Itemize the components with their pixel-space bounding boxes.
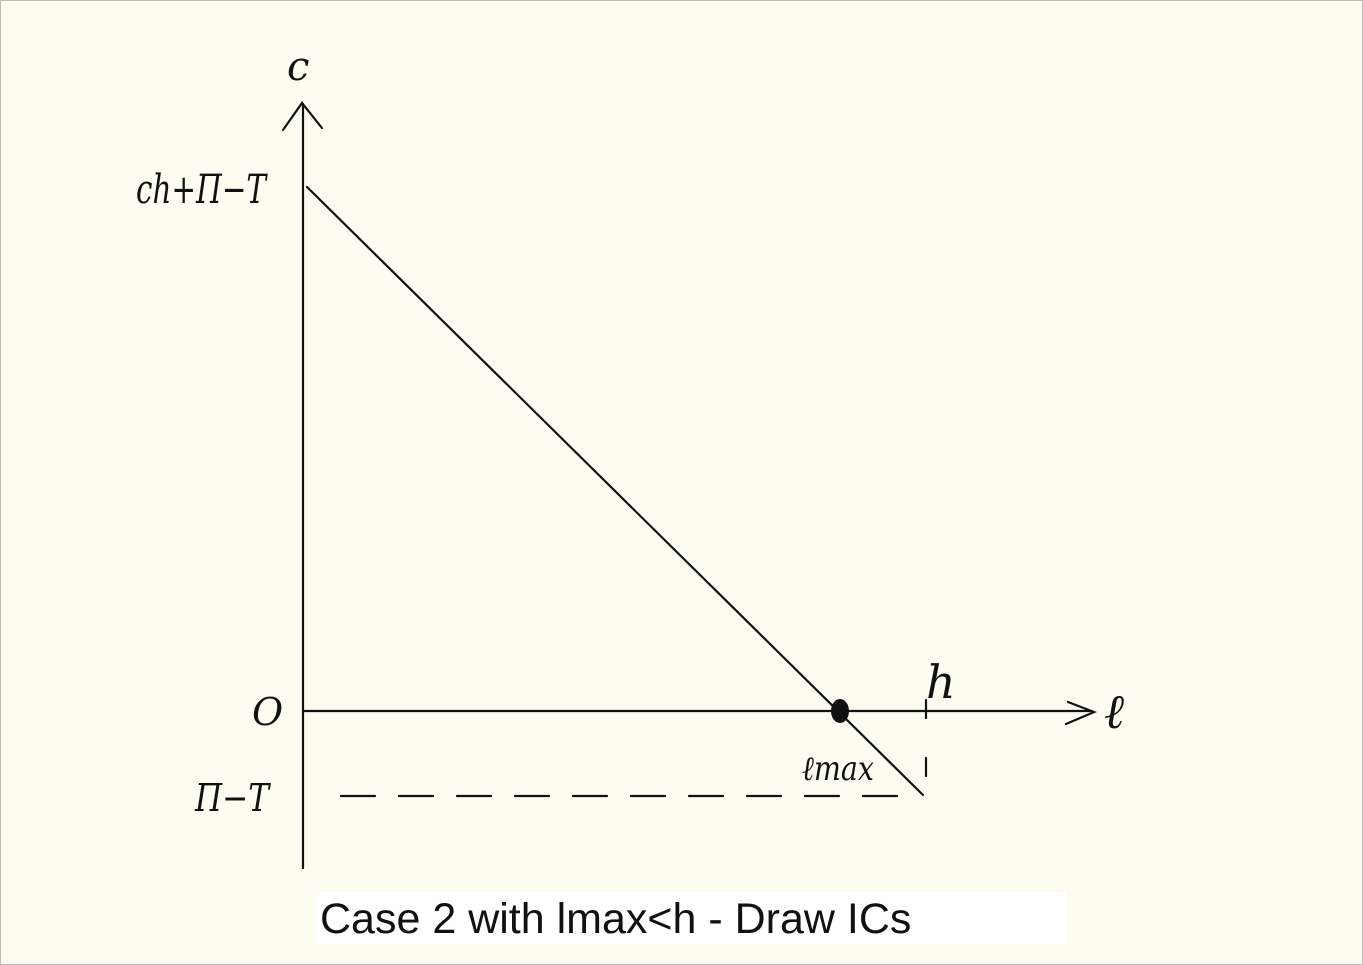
x-axis-arrowhead xyxy=(1064,700,1097,726)
caption-background xyxy=(316,892,1066,944)
y-axis-label: c xyxy=(287,44,309,90)
lower-level-label: Π−T xyxy=(194,776,271,820)
h-label: h xyxy=(926,655,956,709)
budget-line xyxy=(305,185,925,797)
y-intercept-label: ch+Π−T xyxy=(136,167,268,213)
lmax-label: ℓmax xyxy=(802,749,874,789)
slide-caption: Case 2 with lmax<h - Draw ICs xyxy=(320,895,912,943)
origin-label: O xyxy=(252,690,283,734)
x-axis-label: ℓ xyxy=(1104,684,1124,740)
y-axis-arrowhead xyxy=(281,101,324,132)
lmax-point xyxy=(831,699,849,723)
